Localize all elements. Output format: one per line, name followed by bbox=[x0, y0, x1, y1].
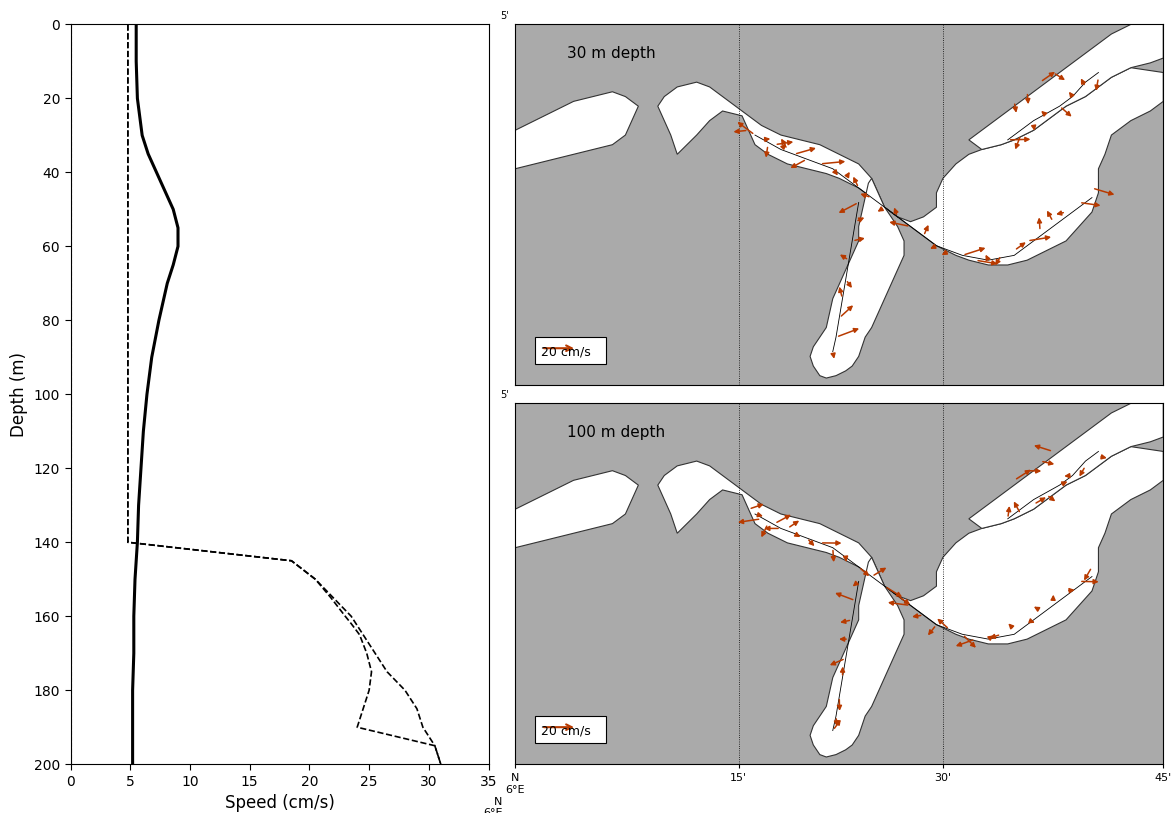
Polygon shape bbox=[515, 92, 638, 169]
Y-axis label: Depth (m): Depth (m) bbox=[11, 352, 28, 437]
Bar bbox=[535, 337, 606, 363]
Polygon shape bbox=[658, 67, 1163, 265]
Polygon shape bbox=[969, 20, 1163, 150]
Polygon shape bbox=[515, 471, 638, 548]
X-axis label: Speed (cm/s): Speed (cm/s) bbox=[224, 794, 335, 812]
Polygon shape bbox=[810, 178, 904, 378]
Text: N
6°E: N 6°E bbox=[483, 797, 502, 813]
Polygon shape bbox=[969, 398, 1163, 528]
Text: 5': 5' bbox=[501, 389, 509, 400]
Polygon shape bbox=[810, 557, 904, 757]
Text: 20 cm/s: 20 cm/s bbox=[542, 724, 591, 737]
Text: 30 m depth: 30 m depth bbox=[568, 46, 656, 61]
Polygon shape bbox=[658, 446, 1163, 644]
Bar bbox=[535, 716, 606, 742]
Text: 20 cm/s: 20 cm/s bbox=[542, 346, 591, 359]
Text: 100 m depth: 100 m depth bbox=[568, 425, 665, 440]
Text: 5': 5' bbox=[501, 11, 509, 21]
